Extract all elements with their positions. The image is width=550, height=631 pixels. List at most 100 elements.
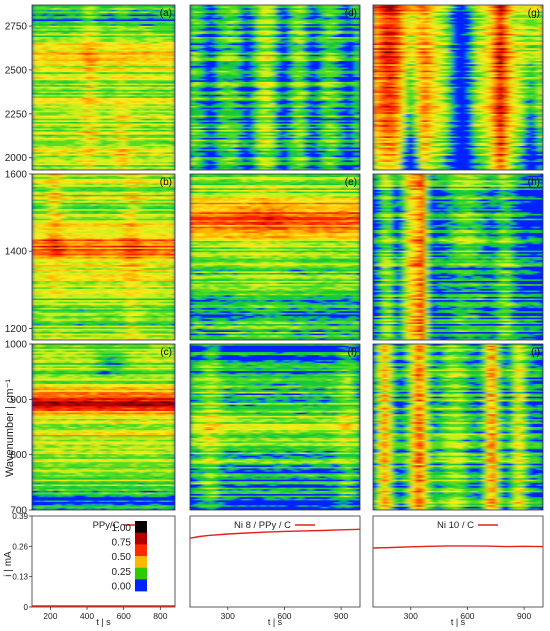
heatmap-cell: [79, 99, 85, 102]
heatmap-cell: [139, 137, 144, 140]
heatmap-cell: [107, 157, 113, 160]
heatmap-cell: [71, 14, 77, 17]
heatmap-cell: [123, 30, 128, 33]
heatmap-cell: [147, 93, 152, 96]
heatmap-cell: [341, 40, 347, 43]
heatmap-cell: [260, 25, 267, 28]
heatmap-cell: [111, 83, 117, 86]
heatmap-cell: [71, 78, 77, 81]
heatmap-cell: [91, 53, 97, 56]
heatmap-cell: [32, 101, 37, 104]
heatmap-cell: [326, 56, 333, 59]
heatmap-cell: [341, 25, 347, 28]
heatmap-cell: [223, 30, 229, 33]
heatmap-cell: [99, 168, 105, 170]
heatmap-cell: [111, 160, 117, 163]
heatmap-cell: [32, 120, 37, 123]
heatmap-cell: [171, 14, 175, 17]
heatmap-cell: [260, 43, 267, 46]
heatmap-cell: [303, 27, 309, 30]
heatmap-cell: [241, 5, 248, 7]
heatmap-cell: [123, 81, 128, 84]
heatmap-cell: [270, 49, 276, 52]
heatmap-cell: [308, 5, 314, 7]
heatmap-cell: [67, 136, 73, 139]
heatmap-cell: [107, 123, 113, 126]
heatmap-cell: [341, 43, 347, 46]
heatmap-cell: [127, 141, 132, 144]
heatmap-cell: [232, 6, 238, 9]
heatmap-cell: [47, 152, 53, 155]
heatmap-cell: [289, 21, 295, 24]
heatmap-cell: [135, 97, 140, 100]
heatmap-cell: [341, 29, 347, 32]
heatmap-cell: [326, 11, 333, 14]
heatmap-cell: [293, 17, 300, 20]
heatmap-cell: [95, 113, 101, 116]
heatmap-cell: [139, 105, 144, 108]
heatmap-cell: [119, 112, 124, 115]
heatmap-cell: [251, 29, 257, 32]
heatmap-cell: [63, 22, 69, 25]
heatmap-cell: [131, 131, 136, 134]
heatmap-cell: [159, 54, 164, 57]
heatmap-cell: [163, 14, 168, 17]
heatmap-cell: [119, 133, 124, 136]
heatmap-cell: [143, 99, 148, 102]
heatmap-cell: [63, 78, 69, 81]
heatmap-cell: [139, 165, 144, 168]
heatmap-cell: [83, 129, 89, 132]
heatmap-cell: [107, 85, 113, 88]
heatmap-cell: [350, 32, 356, 35]
heatmap-cell: [51, 112, 57, 115]
heatmap-cell: [350, 37, 356, 40]
heatmap-cell: [190, 53, 196, 56]
heatmap-cell: [95, 89, 101, 92]
heatmap-cell: [59, 62, 65, 65]
heatmap-cell: [204, 25, 210, 28]
heatmap-cell: [75, 73, 81, 76]
heatmap-cell: [51, 158, 57, 161]
heatmap-cell: [345, 32, 352, 35]
heatmap-cell: [91, 13, 97, 16]
heatmap-cell: [115, 147, 120, 150]
heatmap-cell: [312, 41, 319, 44]
heatmap-cell: [55, 69, 61, 72]
heatmap-cell: [91, 22, 97, 25]
heatmap-cell: [326, 40, 333, 43]
heatmap-cell: [115, 93, 120, 96]
heatmap-cell: [208, 29, 215, 32]
heatmap-cell: [312, 6, 319, 9]
heatmap-cell: [95, 128, 101, 131]
heatmap-cell: [208, 45, 215, 48]
heatmap-cell: [79, 9, 85, 12]
heatmap-cell: [91, 120, 97, 123]
heatmap-cell: [115, 27, 120, 30]
heatmap-cell: [32, 11, 37, 14]
heatmap-cell: [194, 57, 201, 60]
heatmap-cell: [75, 155, 81, 158]
heatmap-cell: [270, 32, 276, 35]
heatmap-cell: [260, 56, 267, 59]
heatmap-cell: [83, 123, 89, 126]
heatmap-cell: [143, 9, 148, 12]
heatmap-cell: [71, 67, 77, 70]
heatmap-cell: [75, 56, 81, 59]
heatmap-cell: [67, 101, 73, 104]
heatmap-cell: [67, 142, 73, 145]
heatmap-cell: [167, 27, 172, 30]
heatmap-cell: [151, 83, 156, 86]
heatmap-cell: [123, 158, 128, 161]
heatmap-cell: [67, 144, 73, 147]
heatmap-cell: [199, 35, 205, 38]
heatmap-cell: [95, 30, 101, 33]
heatmap-cell: [91, 19, 97, 22]
heatmap-cell: [59, 59, 65, 62]
heatmap-cell: [147, 113, 152, 116]
heatmap-cell: [312, 9, 319, 12]
heatmap-cell: [279, 40, 286, 43]
heatmap-cell: [308, 57, 314, 60]
heatmap-cell: [241, 38, 248, 41]
heatmap-cell: [39, 78, 45, 81]
